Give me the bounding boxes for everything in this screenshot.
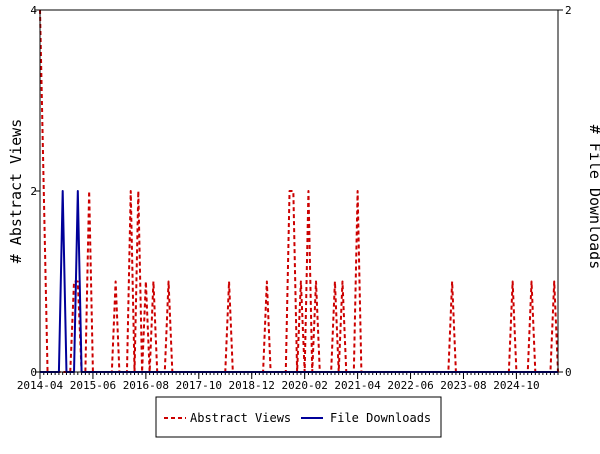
x-tick-label: 2022-06 bbox=[387, 379, 433, 392]
y-right-tick-label: 0 bbox=[565, 366, 572, 379]
x-tick-label: 2015-06 bbox=[70, 379, 116, 392]
x-tick-label: 2024-10 bbox=[493, 379, 539, 392]
legend-box bbox=[155, 396, 442, 438]
plot-frame bbox=[39, 9, 559, 373]
legend-file-downloads-label: File Downloads bbox=[330, 411, 431, 425]
series-abstract-views-line bbox=[39, 9, 559, 373]
y-left-tick-label: 4 bbox=[30, 4, 37, 17]
legend-abstract-views-label: Abstract Views bbox=[190, 411, 291, 425]
x-tick-label: 2023-08 bbox=[440, 379, 486, 392]
y-right-title: # File Downloads bbox=[586, 125, 600, 270]
x-tick-label: 2014-04 bbox=[17, 379, 64, 392]
x-tick-label: 2016-08 bbox=[123, 379, 169, 392]
y-right-tick-label: 2 bbox=[565, 4, 572, 17]
x-tick-label: 2021-04 bbox=[334, 379, 381, 392]
x-tick-label: 2020-02 bbox=[281, 379, 327, 392]
y-left-tick-label: 0 bbox=[30, 366, 37, 379]
x-tick-label: 2018-12 bbox=[229, 379, 275, 392]
y-left-title: # Abstract Views bbox=[7, 119, 25, 264]
x-tick-label: 2017-10 bbox=[176, 379, 222, 392]
legend: Abstract Views File Downloads bbox=[155, 396, 442, 438]
y-left-tick-label: 2 bbox=[30, 185, 37, 198]
